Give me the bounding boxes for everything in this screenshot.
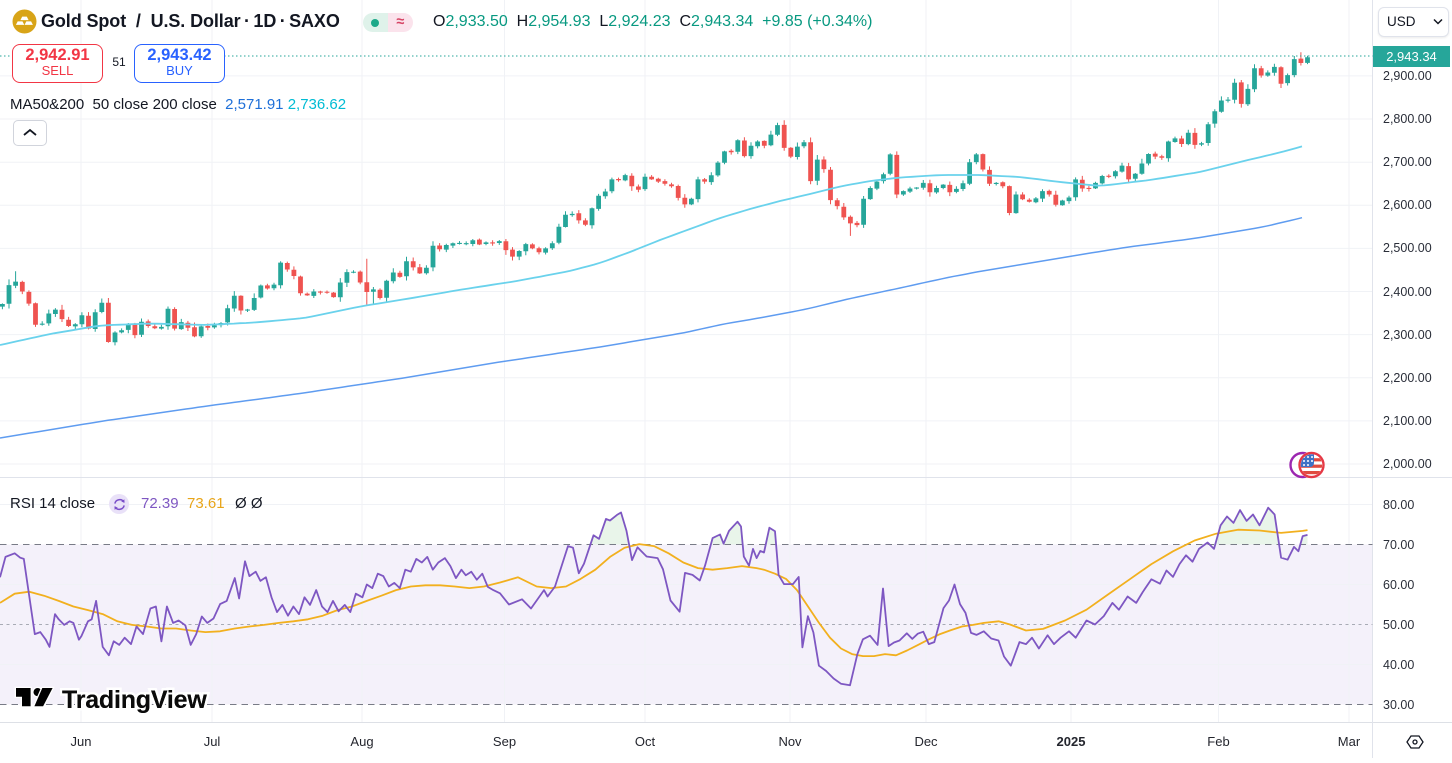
- svg-text:TradingView: TradingView: [62, 686, 207, 714]
- svg-text:TradingView: TradingView: [62, 686, 207, 714]
